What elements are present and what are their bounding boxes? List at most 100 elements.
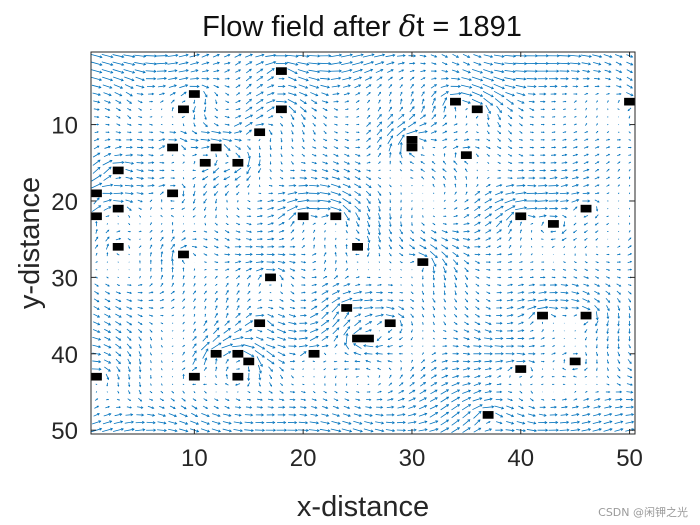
velocity-arrow-head: [553, 131, 556, 133]
velocity-arrow-head: [565, 306, 569, 310]
velocity-arrow-head: [412, 113, 416, 117]
velocity-arrow-head: [140, 109, 142, 111]
velocity-arrow-head: [586, 153, 589, 156]
velocity-arrow: [224, 184, 230, 188]
velocity-arrow-head: [261, 252, 264, 256]
velocity-arrow-head: [205, 238, 208, 241]
velocity-arrow: [605, 283, 611, 287]
velocity-arrow: [103, 206, 112, 211]
velocity-arrow-head: [422, 323, 424, 325]
velocity-arrow-head: [479, 397, 483, 401]
velocity-arrow-head: [510, 268, 513, 271]
velocity-arrow-head: [140, 200, 143, 203]
velocity-arrow-head: [379, 76, 383, 80]
velocity-arrow-head: [324, 353, 327, 356]
velocity-arrow-head: [595, 369, 598, 372]
velocity-arrow-head: [194, 343, 197, 346]
velocity-arrow-head: [271, 330, 275, 334]
velocity-arrow-head: [172, 99, 175, 102]
velocity-arrow-head: [488, 299, 491, 302]
velocity-arrow-head: [249, 61, 253, 65]
velocity-arrow: [375, 314, 384, 317]
velocity-arrow-head: [302, 132, 305, 135]
obstacle-cell: [232, 349, 244, 358]
velocity-arrow-head: [532, 352, 536, 356]
velocity-arrow-head: [445, 246, 449, 250]
velocity-arrow-head: [214, 163, 217, 167]
velocity-arrow-head: [533, 421, 537, 425]
velocity-arrow-head: [523, 206, 528, 210]
velocity-arrow-head: [247, 185, 250, 188]
velocity-arrow: [180, 130, 187, 134]
velocity-arrow-head: [455, 323, 458, 325]
velocity-arrow-head: [336, 319, 340, 322]
velocity-arrow: [138, 336, 142, 341]
velocity-arrow-head: [216, 268, 219, 271]
velocity-arrow: [462, 99, 471, 104]
velocity-arrow-head: [216, 61, 220, 65]
velocity-arrow: [399, 229, 403, 234]
velocity-arrow: [595, 328, 598, 333]
velocity-arrow-head: [510, 366, 513, 370]
velocity-arrow-head: [303, 253, 306, 256]
velocity-arrow-head: [292, 269, 296, 272]
velocity-arrow-head: [422, 366, 426, 370]
velocity-arrow-head: [457, 427, 461, 431]
velocity-arrow-head: [480, 86, 484, 90]
velocity-arrow-head: [339, 61, 343, 65]
velocity-arrow: [377, 107, 381, 112]
velocity-arrow-head: [390, 291, 394, 294]
velocity-arrow-head: [238, 368, 241, 370]
velocity-arrow-head: [314, 154, 317, 157]
velocity-arrow-head: [466, 199, 469, 202]
velocity-arrow: [136, 184, 144, 187]
velocity-arrow: [388, 92, 392, 97]
velocity-arrow-head: [543, 138, 545, 141]
velocity-arrow: [297, 69, 309, 74]
velocity-arrow: [482, 91, 494, 98]
velocity-arrow-head: [98, 352, 102, 356]
velocity-arrow-head: [629, 222, 631, 224]
velocity-arrow: [255, 261, 264, 263]
velocity-arrow-head: [183, 360, 186, 362]
velocity-arrow-head: [545, 77, 549, 81]
velocity-arrow: [442, 122, 447, 127]
velocity-arrow-head: [99, 62, 103, 66]
velocity-arrow: [311, 177, 318, 180]
velocity-arrow-head: [246, 178, 249, 181]
velocity-arrow: [255, 123, 264, 126]
velocity-arrow: [92, 329, 100, 333]
velocity-arrow: [288, 212, 297, 220]
velocity-arrow: [112, 61, 124, 66]
velocity-arrow-head: [359, 306, 363, 310]
velocity-arrow-head: [443, 270, 447, 274]
velocity-arrow-head: [359, 68, 363, 72]
velocity-arrow: [443, 290, 446, 295]
velocity-arrow-head: [400, 193, 402, 195]
velocity-arrow-head: [151, 291, 154, 294]
velocity-arrow: [224, 320, 230, 326]
velocity-arrow-head: [194, 230, 197, 233]
velocity-arrow-head: [150, 283, 153, 286]
velocity-arrow: [101, 61, 113, 66]
velocity-arrow: [430, 389, 438, 395]
velocity-arrow-head: [303, 261, 307, 264]
velocity-arrow-head: [445, 62, 448, 66]
velocity-arrow-head: [370, 429, 374, 433]
velocity-arrow-head: [368, 153, 371, 156]
velocity-arrow: [246, 92, 252, 96]
velocity-arrow-head: [284, 54, 288, 58]
velocity-arrow-head: [227, 148, 231, 152]
velocity-arrow-head: [324, 237, 326, 239]
velocity-arrow-head: [282, 322, 286, 326]
velocity-arrow-head: [260, 207, 263, 210]
velocity-arrow-head: [291, 140, 294, 143]
velocity-arrow-head: [586, 161, 589, 164]
velocity-arrow: [549, 177, 558, 180]
velocity-arrow: [311, 398, 317, 401]
velocity-arrow-head: [564, 100, 567, 103]
velocity-arrow-head: [379, 121, 383, 125]
velocity-arrow-head: [608, 146, 611, 149]
velocity-arrow-head: [292, 155, 294, 157]
velocity-arrow-head: [280, 155, 283, 158]
